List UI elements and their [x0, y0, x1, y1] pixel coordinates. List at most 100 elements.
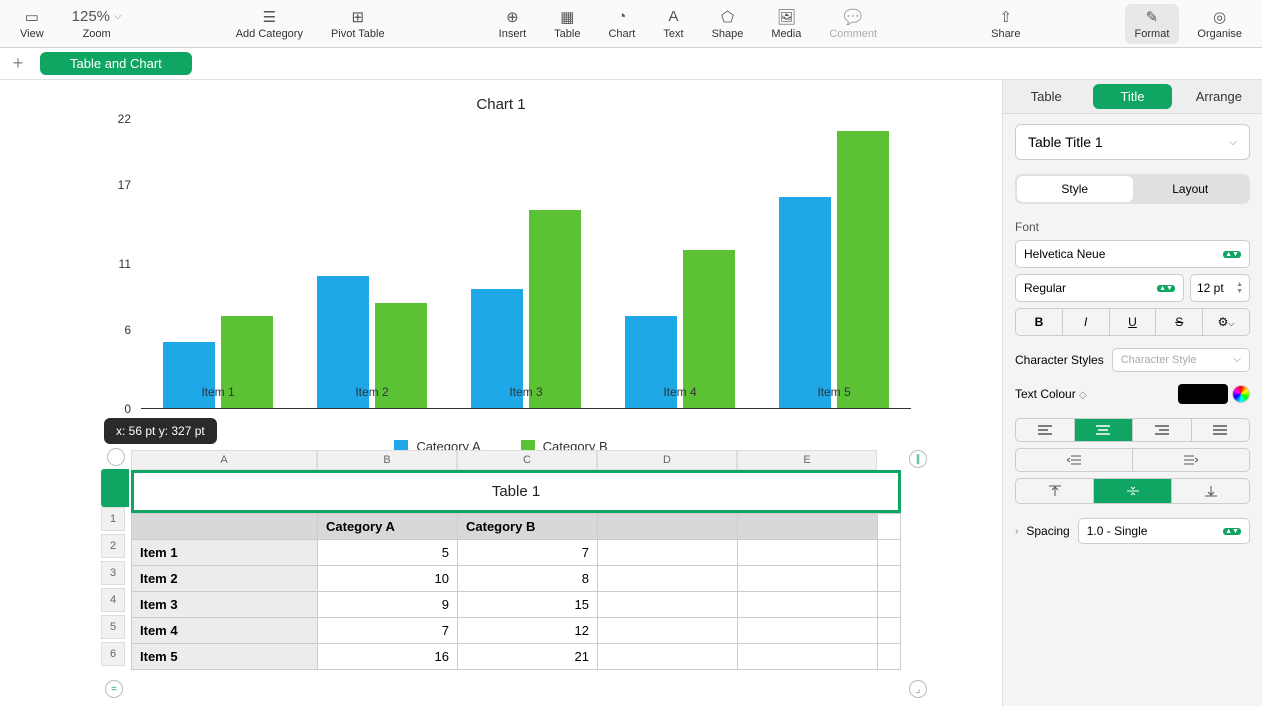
indent-button[interactable] — [1133, 449, 1249, 471]
table-cell[interactable] — [598, 592, 738, 617]
valign-bottom-button[interactable] — [1172, 479, 1249, 503]
table-cell[interactable] — [738, 566, 878, 591]
add-row-handle[interactable]: = — [105, 680, 123, 698]
row-number[interactable]: 2 — [101, 534, 125, 558]
bold-button[interactable]: B — [1016, 309, 1063, 335]
char-style-select[interactable]: Character Style⌵ — [1112, 348, 1250, 372]
row-selection-handle[interactable] — [101, 469, 129, 507]
header-cell[interactable]: Category A — [318, 514, 458, 539]
view-label: View — [20, 28, 44, 40]
format-button[interactable]: ✎ Format — [1125, 4, 1180, 44]
column-header[interactable]: C — [457, 450, 597, 470]
align-right-button[interactable] — [1133, 419, 1192, 441]
table-cell[interactable]: 9 — [318, 592, 458, 617]
column-header[interactable]: B — [317, 450, 457, 470]
table-cell[interactable]: Item 3 — [132, 592, 318, 617]
font-family-select[interactable]: Helvetica Neue ▲▼ — [1015, 240, 1250, 268]
title-style-select[interactable]: Table Title 1 ⌵ — [1015, 124, 1250, 160]
underline-button[interactable]: U — [1110, 309, 1157, 335]
table-cell[interactable] — [598, 618, 738, 643]
indent-group — [1015, 448, 1250, 472]
table-cell[interactable]: Item 1 — [132, 540, 318, 565]
table-cell[interactable]: Item 4 — [132, 618, 318, 643]
inspector-tab-arrange[interactable]: Arrange — [1180, 84, 1258, 109]
font-weight-select[interactable]: Regular ▲▼ — [1015, 274, 1184, 302]
valign-top-button[interactable] — [1016, 479, 1094, 503]
resize-handle[interactable]: ⌟ — [909, 680, 927, 698]
view-button[interactable]: ▭ View — [10, 4, 54, 44]
table-button[interactable]: ▦ Table — [544, 4, 590, 44]
media-button[interactable]: 🖼 Media — [761, 4, 811, 44]
header-cell[interactable] — [738, 514, 878, 539]
add-column-handle[interactable]: ∥ — [909, 450, 927, 468]
text-colour-well[interactable] — [1178, 384, 1228, 404]
canvas[interactable]: Chart 1 06111722 Category A Category B I… — [0, 80, 1002, 706]
table-cell[interactable]: 12 — [458, 618, 598, 643]
top-toolbar: ▭ View 125%⌵ Zoom ☰ Add Category ⊞ Pivot… — [0, 0, 1262, 48]
organise-button[interactable]: ◎ Organise — [1187, 4, 1252, 44]
add-category-button[interactable]: ☰ Add Category — [226, 4, 313, 44]
header-cell[interactable] — [598, 514, 738, 539]
row-number[interactable]: 6 — [101, 642, 125, 666]
comment-button[interactable]: 💬 Comment — [819, 4, 887, 44]
layout-subtab[interactable]: Layout — [1133, 176, 1249, 202]
inspector-tab-title[interactable]: Title — [1093, 84, 1171, 109]
text-options-button[interactable]: ⚙︎⌵ — [1203, 309, 1249, 335]
column-header[interactable]: E — [737, 450, 877, 470]
expand-icon[interactable]: › — [1015, 526, 1018, 537]
outdent-button[interactable] — [1016, 449, 1133, 471]
chart-plot: 06111722 — [141, 119, 911, 409]
table-cell[interactable] — [598, 644, 738, 669]
style-subtab[interactable]: Style — [1017, 176, 1133, 202]
table-cell[interactable] — [598, 566, 738, 591]
font-size-input[interactable]: 12 pt ▲▼ — [1190, 274, 1250, 302]
spacing-select[interactable]: 1.0 - Single ▲▼ — [1078, 518, 1250, 544]
pivot-table-button[interactable]: ⊞ Pivot Table — [321, 4, 395, 44]
table-title[interactable]: Table 1 — [134, 473, 898, 510]
align-left-button[interactable] — [1016, 419, 1075, 441]
table-cell[interactable] — [738, 592, 878, 617]
table-cell[interactable]: 7 — [458, 540, 598, 565]
add-category-label: Add Category — [236, 28, 303, 40]
table-cell[interactable]: 15 — [458, 592, 598, 617]
valign-middle-button[interactable] — [1094, 479, 1172, 503]
text-button[interactable]: A Text — [653, 4, 693, 44]
table-cell[interactable] — [738, 540, 878, 565]
table-cell[interactable]: 16 — [318, 644, 458, 669]
chart-button[interactable]: ◔ Chart — [598, 4, 645, 44]
row-number[interactable]: 5 — [101, 615, 125, 639]
header-cell[interactable] — [132, 514, 318, 539]
chart[interactable]: Chart 1 06111722 Category A Category B I… — [91, 90, 911, 420]
table-cell[interactable]: 10 — [318, 566, 458, 591]
table-cell[interactable] — [738, 644, 878, 669]
header-cell[interactable]: Category B — [458, 514, 598, 539]
insert-button[interactable]: ⊕ Insert — [489, 4, 537, 44]
column-header[interactable]: A — [131, 450, 317, 470]
inspector-tab-table[interactable]: Table — [1007, 84, 1085, 109]
table-cell[interactable]: 5 — [318, 540, 458, 565]
row-number[interactable]: 4 — [101, 588, 125, 612]
sheet-tab[interactable]: Table and Chart — [40, 52, 192, 75]
table-cell[interactable]: 21 — [458, 644, 598, 669]
align-justify-button[interactable] — [1192, 419, 1250, 441]
row-number[interactable]: 1 — [101, 507, 125, 531]
column-header[interactable]: D — [597, 450, 737, 470]
table-cell[interactable] — [598, 540, 738, 565]
align-center-button[interactable] — [1075, 419, 1134, 441]
spreadsheet-table[interactable]: ABCDE Table 1 Category ACategory B Item 1… — [101, 450, 901, 670]
table-corner-handle[interactable] — [107, 448, 125, 466]
table-cell[interactable]: 8 — [458, 566, 598, 591]
share-button[interactable]: ⇧ Share — [981, 4, 1030, 44]
row-number[interactable]: 3 — [101, 561, 125, 585]
table-cell[interactable]: 7 — [318, 618, 458, 643]
colour-picker-button[interactable] — [1232, 385, 1250, 403]
table-cell[interactable]: Item 2 — [132, 566, 318, 591]
zoom-button[interactable]: 125%⌵ Zoom — [62, 4, 132, 44]
shape-button[interactable]: ⬠ Shape — [702, 4, 754, 44]
font-section-label: Font — [1015, 220, 1250, 234]
table-cell[interactable]: Item 5 — [132, 644, 318, 669]
strike-button[interactable]: S — [1156, 309, 1203, 335]
italic-button[interactable]: I — [1063, 309, 1110, 335]
add-sheet-button[interactable]: + — [6, 52, 30, 76]
table-cell[interactable] — [738, 618, 878, 643]
